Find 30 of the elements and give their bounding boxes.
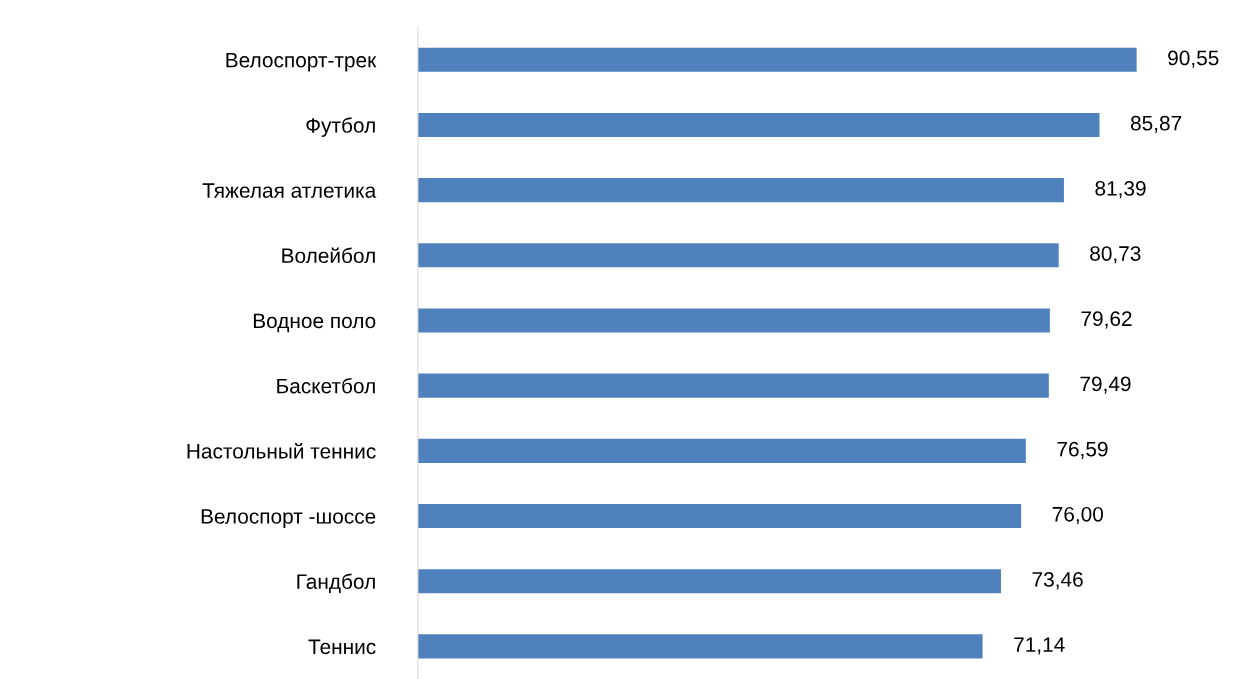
bar [417,243,1059,268]
y-tick-label: Водное поло [253,313,376,333]
y-tick-label: Тяжелая атлетика [202,183,377,198]
data-label: 85,87 [1130,115,1182,133]
data-label: 79,62 [1081,311,1132,329]
y-tick-label: Теннис [308,639,376,655]
bar [417,503,1022,529]
bar [417,178,1064,203]
y-tick-label: Велоспорт-трек [226,52,377,72]
y-tick-label: Гандбол [297,573,375,593]
bar [417,634,983,659]
data-label: 73,46 [1032,572,1083,590]
data-label: 81,39 [1095,180,1146,199]
data-label: 76,00 [1052,506,1104,525]
bar [417,47,1137,72]
bar [417,112,1100,137]
y-tick-label: Велоспорт -шоссе [201,509,376,528]
data-label: 80,73 [1090,246,1141,264]
y-tick-label: Волейбол [282,247,375,264]
bar [417,373,1049,398]
bar [417,569,1001,594]
data-label: 79,49 [1080,376,1131,394]
bar [417,308,1050,333]
data-label: 71,14 [1014,637,1065,655]
y-tick-label: Настольный теннис [187,442,376,459]
bar [417,438,1026,463]
data-label: 90,55 [1168,50,1219,68]
data-label: 76,59 [1057,441,1108,459]
y-tick-label: Баскетбол [277,377,375,394]
y-tick-label: Футбол [306,117,375,137]
